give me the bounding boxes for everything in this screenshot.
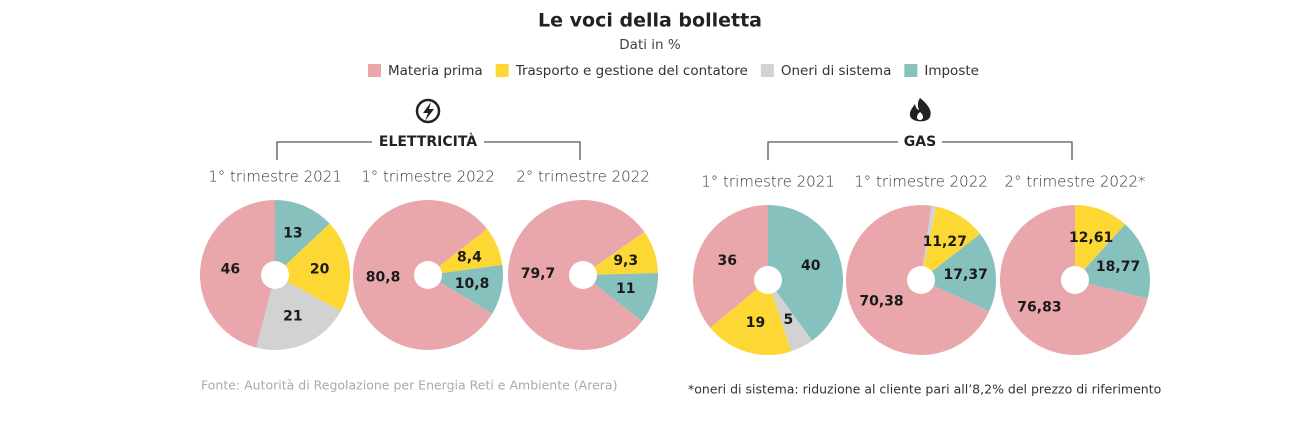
- data-label: 40: [801, 258, 821, 274]
- data-label: 20: [310, 261, 330, 277]
- pie-title: 2° trimestre 2022: [516, 168, 650, 186]
- footnote: *oneri di sistema: riduzione al cliente …: [688, 382, 1161, 397]
- pie-title: 1° trimestre 2022: [854, 173, 988, 191]
- pie-slice: [256, 275, 341, 350]
- bracket: [276, 141, 581, 160]
- pie-slice: [921, 205, 936, 280]
- pie-title: 1° trimestre 2021: [701, 173, 835, 191]
- data-label: 11: [616, 281, 635, 297]
- group-label: GAS: [904, 134, 936, 150]
- group-label: ELETTRICITÀ: [379, 133, 477, 150]
- pie-title: 1° trimestre 2022: [361, 168, 495, 186]
- pie-slice: [583, 273, 658, 322]
- data-label: 12,61: [1069, 230, 1113, 246]
- source: Fonte: Autorità di Regolazione per Energ…: [201, 378, 617, 393]
- data-label: 10,8: [455, 276, 490, 292]
- pie-slice: [583, 231, 658, 275]
- pie-slice: [199, 200, 275, 348]
- data-label: 9,3: [613, 253, 638, 269]
- pie-slice: [693, 205, 768, 328]
- data-label: 76,83: [1017, 300, 1061, 316]
- pie-slice: [428, 228, 503, 275]
- data-label: 80,8: [366, 270, 401, 286]
- pie-title: 2° trimestre 2022*: [1004, 173, 1145, 191]
- data-label: 13: [283, 226, 302, 242]
- pie-hole: [261, 261, 289, 289]
- pie-slice: [768, 280, 813, 352]
- data-label: 18,77: [1096, 259, 1140, 275]
- pie-hole: [754, 266, 782, 294]
- data-label: 70,38: [859, 294, 903, 310]
- data-label: 8,4: [457, 250, 482, 266]
- data-label: 11,27: [923, 234, 967, 250]
- chart-subtitle: Dati in %: [619, 37, 681, 53]
- pie-title: 1° trimestre 2021: [208, 168, 342, 186]
- pie-hole: [1061, 266, 1089, 294]
- pie-slice: [1075, 205, 1126, 280]
- data-label: 19: [746, 315, 765, 331]
- icon-gas: [909, 98, 931, 122]
- legend-swatch: [495, 64, 509, 77]
- data-label: 79,7: [521, 266, 556, 282]
- data-label: 21: [283, 308, 302, 324]
- pie-slice: [275, 200, 330, 275]
- icon-electricity: [415, 98, 441, 124]
- bracket: [767, 141, 1073, 160]
- pie-hole: [414, 261, 442, 289]
- data-label: 5: [784, 312, 794, 328]
- pie-slice: [921, 233, 996, 312]
- legend-label: Oneri di sistema: [781, 63, 892, 79]
- legend-label: Trasporto e gestione del contatore: [515, 63, 748, 79]
- legend-label: Imposte: [924, 63, 979, 79]
- pie-slice: [921, 206, 981, 280]
- legend-swatch: [904, 64, 918, 77]
- legend-label: Materia prima: [388, 63, 483, 79]
- legend-swatch: [368, 64, 381, 77]
- chart-title: Le voci della bolletta: [538, 10, 762, 32]
- pie-hole: [907, 266, 935, 294]
- pie-slice: [428, 264, 503, 314]
- pie-slice: [275, 223, 350, 312]
- pie-slice: [768, 205, 843, 341]
- pie-hole: [569, 261, 597, 289]
- data-label: 36: [718, 253, 737, 269]
- data-label: 17,37: [944, 267, 988, 283]
- pie-slice: [1075, 224, 1150, 299]
- data-label: 46: [221, 261, 240, 277]
- legend-swatch: [760, 64, 774, 77]
- pie-slice: [710, 280, 792, 355]
